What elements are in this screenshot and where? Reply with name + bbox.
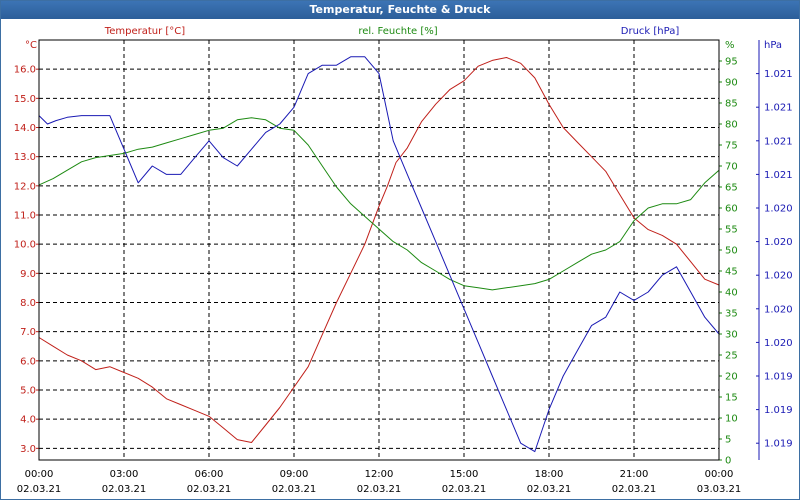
x-tick-time: 00:00 [705, 469, 734, 480]
temperature-tick-label: 15.0 [14, 94, 36, 105]
humidity-tick-label: 75 [725, 141, 738, 152]
pressure-tick-label: 1.021 [764, 170, 793, 181]
pressure-tick-label: 1.021 [764, 103, 793, 114]
pressure-tick-label: 1.020 [764, 338, 793, 349]
humidity-series-line [38, 117, 720, 291]
x-tick-date: 02.03.21 [17, 484, 62, 495]
temperature-tick-label: 10.0 [14, 240, 36, 251]
humidity-tick-label: 30 [725, 330, 738, 341]
plot-area-border [38, 39, 720, 461]
pressure-tick-label: 1.019 [764, 372, 793, 383]
x-tick-time: 09:00 [280, 469, 309, 480]
x-tick-date: 02.03.21 [612, 484, 657, 495]
humidity-tick-label: 60 [725, 204, 738, 215]
temperature-tick-label: 16.0 [14, 65, 36, 76]
temperature-unit-label: °C [25, 40, 37, 51]
humidity-tick-label: 80 [725, 120, 738, 131]
temperature-tick-label: 9.0 [20, 269, 36, 280]
temperature-tick-label: 5.0 [20, 386, 36, 397]
series [38, 56, 720, 453]
pressure-unit-label: hPa [764, 40, 782, 51]
x-tick-time: 03:00 [110, 469, 139, 480]
humidity-tick-label: 5 [725, 435, 731, 446]
pressure-axis-title: Druck [hPa] [621, 26, 680, 37]
temperature-axis-title: Temperatur [°C] [104, 26, 185, 37]
pressure-tick-label: 1.021 [764, 69, 793, 80]
temperature-series-line [38, 57, 720, 443]
x-tick-time: 18:00 [535, 469, 564, 480]
x-tick-time: 00:00 [25, 469, 54, 480]
pressure-tick-label: 1.021 [764, 136, 793, 147]
pressure-tick-label: 1.020 [764, 237, 793, 248]
x-tick-date: 02.03.21 [187, 484, 232, 495]
temperature-tick-label: 4.0 [20, 415, 36, 426]
humidity-tick-label: 85 [725, 99, 738, 110]
x-tick-date: 02.03.21 [272, 484, 317, 495]
pressure-tick-label: 1.020 [764, 271, 793, 282]
grid [39, 40, 719, 460]
x-tick-date: 02.03.21 [442, 484, 487, 495]
pressure-tick-label: 1.019 [764, 439, 793, 450]
temperature-tick-label: 11.0 [14, 211, 36, 222]
humidity-tick-label: 0 [725, 456, 731, 467]
humidity-tick-label: 25 [725, 351, 738, 362]
temperature-tick-label: 3.0 [20, 444, 36, 455]
temperature-tick-label: 6.0 [20, 356, 36, 367]
humidity-tick-label: 95 [725, 57, 738, 68]
humidity-tick-label: 35 [725, 309, 738, 320]
humidity-tick-label: 55 [725, 225, 738, 236]
humidity-tick-label: 50 [725, 246, 738, 257]
x-tick-time: 21:00 [620, 469, 649, 480]
humidity-tick-label: 65 [725, 183, 738, 194]
temperature-tick-label: 7.0 [20, 327, 36, 338]
temperature-tick-label: 8.0 [20, 298, 36, 309]
humidity-axis-title: rel. Feuchte [%] [358, 26, 437, 37]
window-title: Temperatur, Feuchte & Druck [1, 1, 799, 19]
temperature-tick-label: 13.0 [14, 152, 36, 163]
pressure-tick-label: 1.020 [764, 304, 793, 315]
x-tick-time: 15:00 [450, 469, 479, 480]
pressure-tick-label: 1.019 [764, 405, 793, 416]
pressure-series-line [38, 56, 720, 453]
humidity-unit-label: % [725, 40, 735, 51]
pressure-tick-label: 1.020 [764, 204, 793, 215]
axis-ticks: 00:00 02.03.21 03:00 02.03.21 06:00 02.03.21 0… [14, 40, 793, 495]
temperature-tick-label: 14.0 [14, 123, 36, 134]
humidity-tick-label: 40 [725, 288, 738, 299]
humidity-tick-label: 20 [725, 372, 738, 383]
x-tick-time: 06:00 [195, 469, 224, 480]
humidity-tick-label: 45 [725, 267, 738, 278]
humidity-tick-label: 70 [725, 162, 738, 173]
temperature-tick-label: 12.0 [14, 181, 36, 192]
x-tick-date: 02.03.21 [357, 484, 402, 495]
x-tick-date: 02.03.21 [102, 484, 147, 495]
humidity-tick-label: 10 [725, 414, 738, 425]
humidity-tick-label: 15 [725, 393, 738, 404]
humidity-tick-label: 90 [725, 78, 738, 89]
x-tick-date: 03.03.21 [697, 484, 742, 495]
x-tick-time: 12:00 [365, 469, 394, 480]
x-tick-date: 02.03.21 [527, 484, 572, 495]
